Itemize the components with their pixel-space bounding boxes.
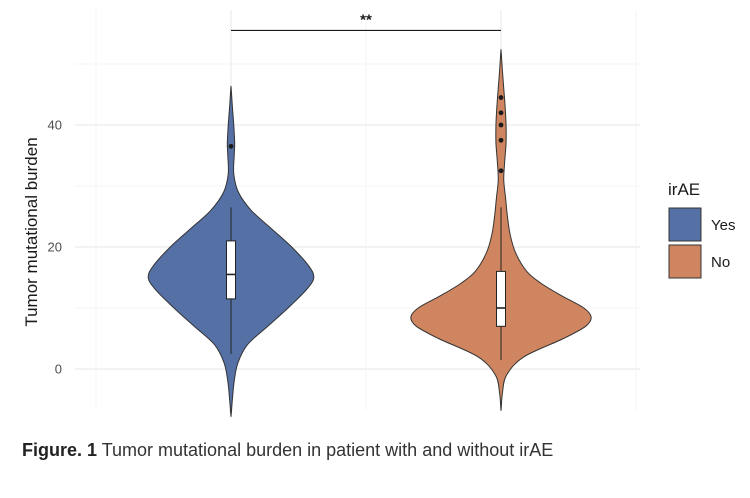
caption-text: Tumor mutational burden in patient with … — [97, 440, 554, 460]
outlier-point — [228, 143, 234, 149]
y-tick-label: 0 — [55, 362, 62, 377]
y-axis-ticks: 0 20 40 — [48, 118, 62, 377]
caption-label: Figure. 1 — [22, 440, 98, 460]
violin-chart: 0 20 40 Tumor mutational burden ** irAE Ye… — [22, 10, 735, 418]
box-yes — [226, 240, 236, 300]
box-no — [496, 270, 506, 327]
violins — [147, 49, 592, 418]
significance-bracket: ** — [231, 11, 501, 32]
figure-caption: Figure. 1 Tumor mutational burden in pat… — [22, 440, 732, 461]
legend-label-yes: Yes — [711, 217, 735, 234]
y-tick-label: 20 — [48, 240, 62, 255]
outlier-point — [498, 110, 504, 116]
y-axis-title: Tumor mutational burden — [22, 137, 41, 326]
significance-label: ** — [360, 11, 372, 28]
legend-title: irAE — [668, 180, 700, 199]
grid-lines — [75, 10, 640, 410]
outlier-point — [498, 122, 504, 128]
outlier-point — [498, 95, 504, 100]
legend: irAE Yes No — [668, 180, 735, 279]
legend-label-no: No — [711, 254, 730, 271]
outlier-point — [498, 168, 504, 174]
legend-swatch-yes — [668, 207, 702, 242]
outlier-point — [498, 137, 504, 143]
legend-swatch-no — [668, 244, 702, 279]
y-tick-label: 40 — [48, 118, 62, 133]
